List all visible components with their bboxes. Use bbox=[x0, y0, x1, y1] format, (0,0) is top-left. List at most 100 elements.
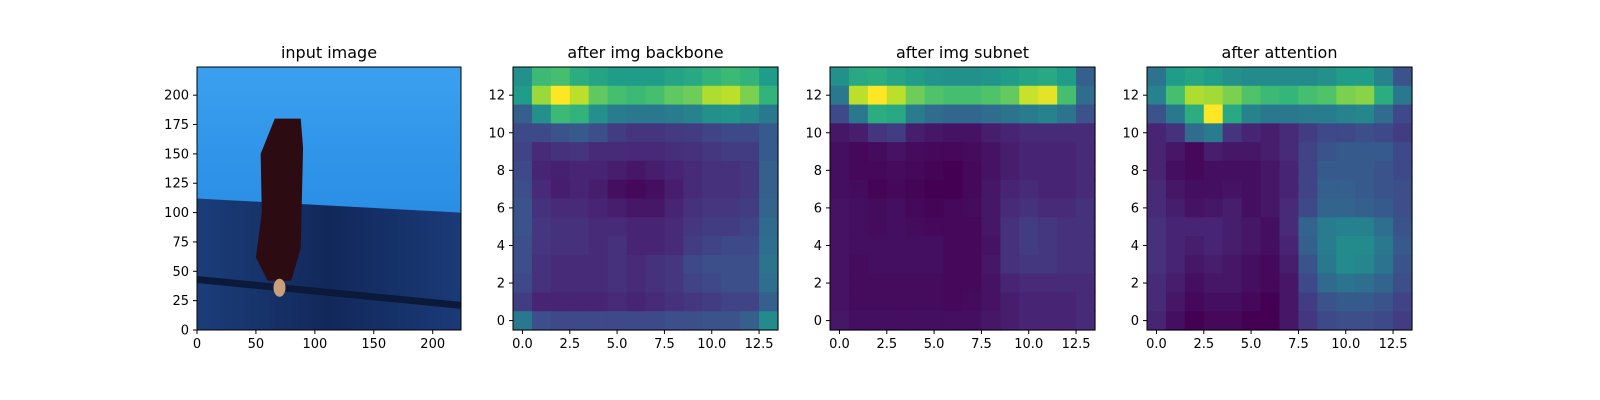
heat-cell bbox=[943, 142, 964, 162]
heat-cell bbox=[1165, 273, 1186, 294]
heat-cell bbox=[1298, 236, 1318, 256]
heat-cell bbox=[905, 273, 926, 294]
heat-cell bbox=[626, 217, 647, 237]
y-tick-label: 25 bbox=[172, 294, 189, 309]
heat-cell bbox=[1279, 236, 1300, 256]
heat-cell bbox=[1355, 104, 1375, 124]
heat-cell bbox=[1222, 254, 1243, 275]
heat-cell bbox=[1038, 85, 1058, 106]
heat-cell bbox=[886, 236, 907, 256]
heat-cell bbox=[1241, 123, 1262, 143]
heat-cell bbox=[1260, 236, 1281, 256]
heat-cell bbox=[1203, 311, 1224, 331]
heat-cell bbox=[721, 254, 741, 275]
heat-cell bbox=[1393, 236, 1413, 256]
x-tick-label: 2.5 bbox=[876, 337, 897, 352]
heat-cell bbox=[588, 123, 609, 143]
heat-cell bbox=[1298, 85, 1318, 106]
heat-cell bbox=[867, 254, 888, 275]
heat-cell bbox=[981, 254, 1001, 275]
heat-cell bbox=[664, 311, 684, 331]
heat-cell bbox=[1000, 311, 1020, 331]
heat-cell bbox=[550, 198, 571, 218]
heat-cell bbox=[683, 292, 703, 312]
heat-cell bbox=[1165, 123, 1186, 143]
heat-cell bbox=[1336, 160, 1356, 181]
heat-cell bbox=[513, 236, 533, 256]
y-tick-label: 125 bbox=[164, 177, 189, 192]
heat-cell bbox=[1298, 311, 1318, 331]
heat-cell bbox=[1393, 104, 1413, 124]
heat-cell bbox=[569, 104, 590, 124]
heat-cell bbox=[1019, 292, 1039, 312]
panel-3: after img subnet 0.0 2.5 5.0 7.5 10.0 12.5 0 2 4 6… bbox=[805, 43, 1096, 352]
heat-cell bbox=[1393, 254, 1413, 275]
heat-cell bbox=[1336, 142, 1356, 162]
heat-cell bbox=[702, 160, 722, 181]
x-tick-label: 100 bbox=[302, 337, 327, 352]
heat-cell bbox=[513, 311, 533, 331]
heat-cell bbox=[1147, 160, 1167, 181]
heat-cell bbox=[513, 198, 533, 218]
heat-cell bbox=[867, 217, 888, 237]
y-tick-label: 2 bbox=[497, 277, 505, 292]
heat-cell bbox=[607, 179, 628, 200]
heat-cell bbox=[1393, 85, 1413, 106]
heat-cell bbox=[1336, 311, 1356, 331]
heat-cell bbox=[1165, 292, 1186, 312]
heat-cell bbox=[607, 292, 628, 312]
heat-cell bbox=[550, 179, 571, 200]
heat-cell bbox=[626, 85, 647, 106]
heat-cell bbox=[1165, 85, 1186, 106]
heat-cell bbox=[848, 179, 869, 200]
heat-cell bbox=[531, 217, 552, 237]
heat-cell bbox=[550, 160, 571, 181]
heat-cell bbox=[1260, 142, 1281, 162]
heat-cell bbox=[924, 85, 945, 106]
heat-cell bbox=[740, 123, 760, 143]
heat-cell bbox=[830, 217, 850, 237]
heat-cell bbox=[1317, 217, 1337, 237]
heat-cell bbox=[513, 292, 533, 312]
heat-cell bbox=[1355, 142, 1375, 162]
heat-cell bbox=[740, 236, 760, 256]
heat-cell bbox=[1260, 179, 1281, 200]
heat-cell bbox=[905, 67, 926, 87]
heat-cell bbox=[550, 273, 571, 294]
heat-cell bbox=[1260, 123, 1281, 143]
heat-cell bbox=[848, 85, 869, 106]
heat-cell bbox=[645, 198, 666, 218]
heat-cell bbox=[1393, 311, 1413, 331]
heat-cell bbox=[981, 67, 1001, 87]
heat-cell bbox=[1374, 85, 1394, 106]
heat-cell bbox=[513, 142, 533, 162]
heat-cell bbox=[645, 217, 666, 237]
heat-cell bbox=[1147, 236, 1167, 256]
heat-cell bbox=[607, 217, 628, 237]
heat-cell bbox=[721, 198, 741, 218]
head bbox=[273, 278, 286, 297]
heat-cell bbox=[531, 311, 552, 331]
heat-cell bbox=[759, 179, 779, 200]
y-tick-label: 8 bbox=[497, 164, 505, 179]
heat-cell bbox=[1279, 160, 1300, 181]
heat-cell bbox=[943, 198, 964, 218]
heat-cell bbox=[550, 104, 571, 124]
heat-cell bbox=[683, 311, 703, 331]
heat-cell bbox=[1393, 160, 1413, 181]
heat-cell bbox=[721, 67, 741, 87]
heat-cell bbox=[1260, 160, 1281, 181]
heat-cell bbox=[867, 311, 888, 331]
heat-cell bbox=[886, 311, 907, 331]
heat-cell bbox=[886, 254, 907, 275]
heat-cell bbox=[702, 236, 722, 256]
x-tick-label: 50 bbox=[248, 337, 265, 352]
heat-cell bbox=[1317, 104, 1337, 124]
heat-cell bbox=[1336, 292, 1356, 312]
heat-cell bbox=[1184, 254, 1205, 275]
x-tick-label: 10.0 bbox=[1331, 337, 1360, 352]
heat-cell bbox=[513, 85, 533, 106]
heat-cell bbox=[721, 123, 741, 143]
heat-cell bbox=[513, 179, 533, 200]
